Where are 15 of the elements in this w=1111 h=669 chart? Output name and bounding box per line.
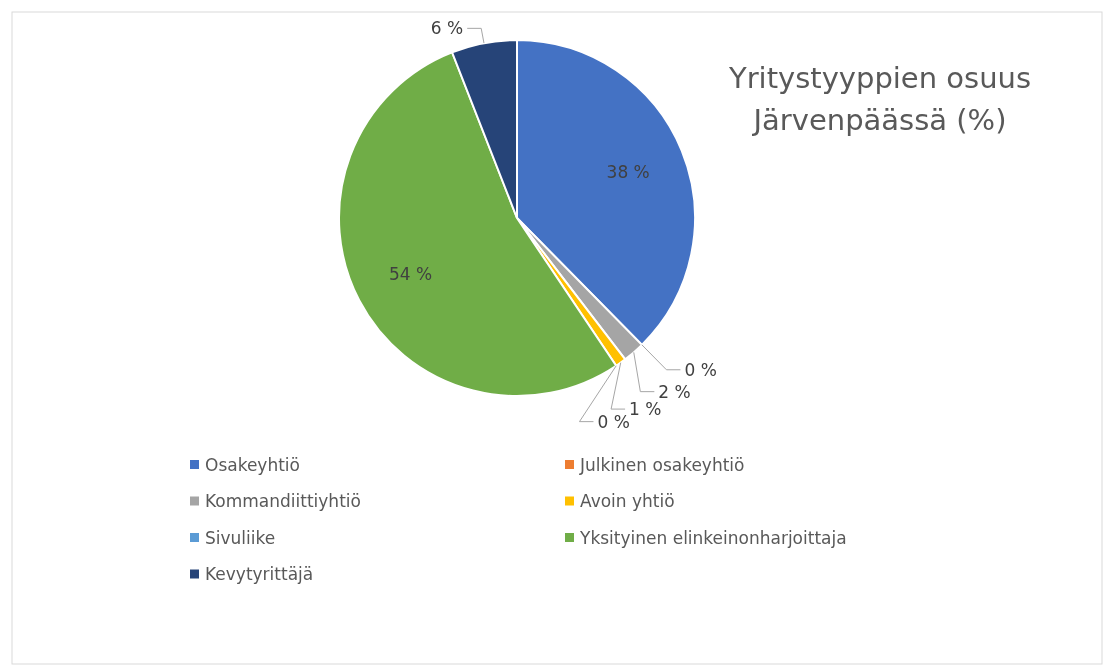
text: 0 % (684, 359, 717, 380)
legend-label: Osakeyhtiö (205, 454, 300, 475)
legend-label: Kevytyrittäjä (205, 564, 314, 585)
data-label: 38 % (606, 162, 650, 183)
legend-label: Avoin yhtiö (580, 491, 675, 512)
text: 0 % (597, 411, 630, 432)
data-label: 2 % (658, 381, 691, 402)
text: Yritystyyppien osuus Järvenpäässä (%) (727, 61, 1032, 138)
legend-label: Kommandiittiyhtiö (205, 491, 361, 512)
legend-label: Julkinen osakeyhtiö (579, 454, 745, 475)
data-label: 1 % (629, 399, 662, 420)
data-label: 54 % (388, 263, 433, 284)
data-label: 6 % (430, 18, 464, 39)
legend-label: Yksityinen elinkeinonharjoittaja (579, 527, 847, 548)
legend-label: Sivuliike (205, 527, 276, 548)
